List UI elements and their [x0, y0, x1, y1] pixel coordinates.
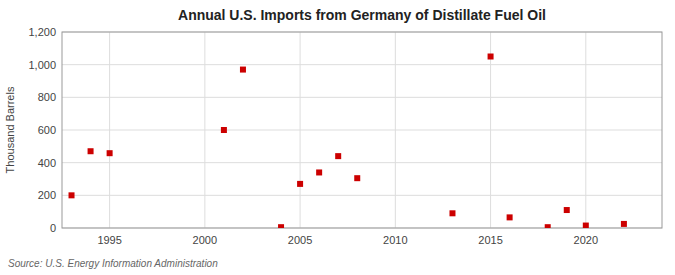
point [107, 150, 113, 156]
y-grid-line [62, 97, 662, 98]
y-tick-label: 1,000 [28, 59, 56, 71]
point [88, 148, 94, 154]
x-grid-line [109, 32, 110, 228]
x-tick-label: 2015 [478, 234, 502, 246]
point [564, 207, 570, 213]
point [335, 153, 341, 159]
point [316, 169, 322, 175]
x-grid-line [204, 32, 205, 228]
y-tick-label: 800 [38, 91, 56, 103]
y-grid-line [62, 130, 662, 131]
point [507, 214, 513, 220]
x-grid-line [585, 32, 586, 228]
x-grid-line [300, 32, 301, 228]
x-tick-label: 2010 [383, 234, 407, 246]
y-grid-line [62, 162, 662, 163]
point [583, 223, 589, 228]
point [449, 210, 455, 216]
point [545, 224, 551, 228]
x-tick-label: 2000 [193, 234, 217, 246]
y-tick-label: 1,200 [28, 26, 56, 38]
point [488, 54, 494, 60]
y-tick-label: 600 [38, 124, 56, 136]
point [240, 67, 246, 73]
y-tick-label: 200 [38, 189, 56, 201]
points [69, 54, 627, 229]
source-note: Source: U.S. Energy Information Administ… [8, 258, 218, 269]
point [69, 192, 75, 198]
point [354, 175, 360, 181]
title: Annual U.S. Imports from Germany of Dist… [178, 7, 546, 23]
x-grid-line [490, 32, 491, 228]
plot-frame [62, 32, 662, 228]
x-tick-label: 2020 [574, 234, 598, 246]
y-tick-label: 400 [38, 157, 56, 169]
grid [62, 32, 662, 228]
y-tick-label: 0 [50, 222, 56, 234]
point [621, 221, 627, 227]
x-tick-label: 1995 [97, 234, 121, 246]
x-grid-line [395, 32, 396, 228]
point [221, 127, 227, 133]
chart: 0 200 400 600 800 1,000 1,200 1995 2000 2005 2010 2… [0, 0, 675, 275]
point [278, 224, 284, 228]
axes: 0 200 400 600 800 1,000 1,200 1995 2000 2005 2010 2… [28, 26, 662, 246]
y-axis-label: Thousand Barrels [4, 86, 16, 173]
y-grid-line [62, 64, 662, 65]
x-tick-label: 2005 [288, 234, 312, 246]
y-grid-line [62, 195, 662, 196]
point [297, 181, 303, 187]
